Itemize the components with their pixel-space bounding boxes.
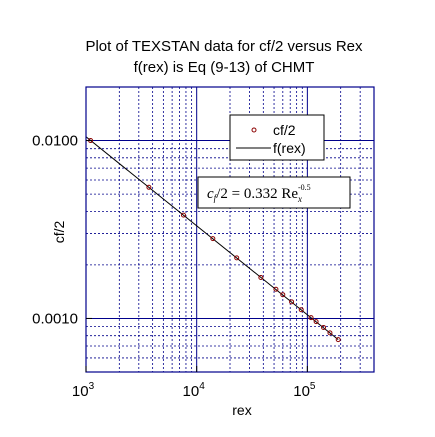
plot-frame [85, 86, 375, 373]
data-point-cf2 [289, 299, 295, 305]
data-point-cf2 [321, 324, 327, 330]
legend-label-frex: f(rex) [273, 140, 306, 156]
equation-text: cf/2 = 0.332 Rex-0.5 [207, 183, 311, 204]
chart-title-line-1: Plot of TEXSTAN data for cf/2 versus Rex [85, 38, 363, 55]
series-layer [85, 136, 341, 343]
legend-box [229, 114, 325, 161]
tick-labels: 103 104 105 0.0100 0.0010 [32, 133, 316, 400]
chart-title-line-2: f(rex) is Eq (9-13) of CHMT [134, 59, 315, 76]
x-tick-label: 103 [72, 381, 95, 400]
legend-marker-cf2 [251, 127, 257, 133]
data-point-cf2 [313, 319, 319, 325]
data-point-cf2 [298, 307, 304, 313]
data-point-cf2 [327, 330, 333, 336]
legend-label-cf2: cf/2 [273, 122, 296, 138]
x-axis-label: rex [232, 402, 251, 418]
legend: cf/2 f(rex) [229, 114, 325, 161]
x-tick-label: 105 [293, 381, 316, 400]
data-point-cf2 [280, 292, 286, 298]
data-point-cf2 [234, 255, 240, 261]
y-axis-label: cf/2 [51, 221, 67, 244]
equation-annotation: cf/2 = 0.332 Rex-0.5 [197, 176, 351, 209]
data-point-cf2 [335, 337, 341, 343]
y-tick-label: 0.0100 [32, 133, 78, 150]
data-point-cf2 [180, 212, 186, 218]
data-point-cf2 [308, 315, 314, 321]
data-point-cf2 [273, 286, 279, 292]
data-point-cf2 [210, 236, 216, 242]
data-point-cf2 [146, 184, 152, 190]
y-tick-label: 0.0010 [32, 310, 78, 327]
equation-box [197, 176, 351, 209]
series-line-frex [85, 136, 339, 341]
x-tick-label: 104 [183, 381, 206, 400]
data-point-cf2 [258, 274, 264, 280]
